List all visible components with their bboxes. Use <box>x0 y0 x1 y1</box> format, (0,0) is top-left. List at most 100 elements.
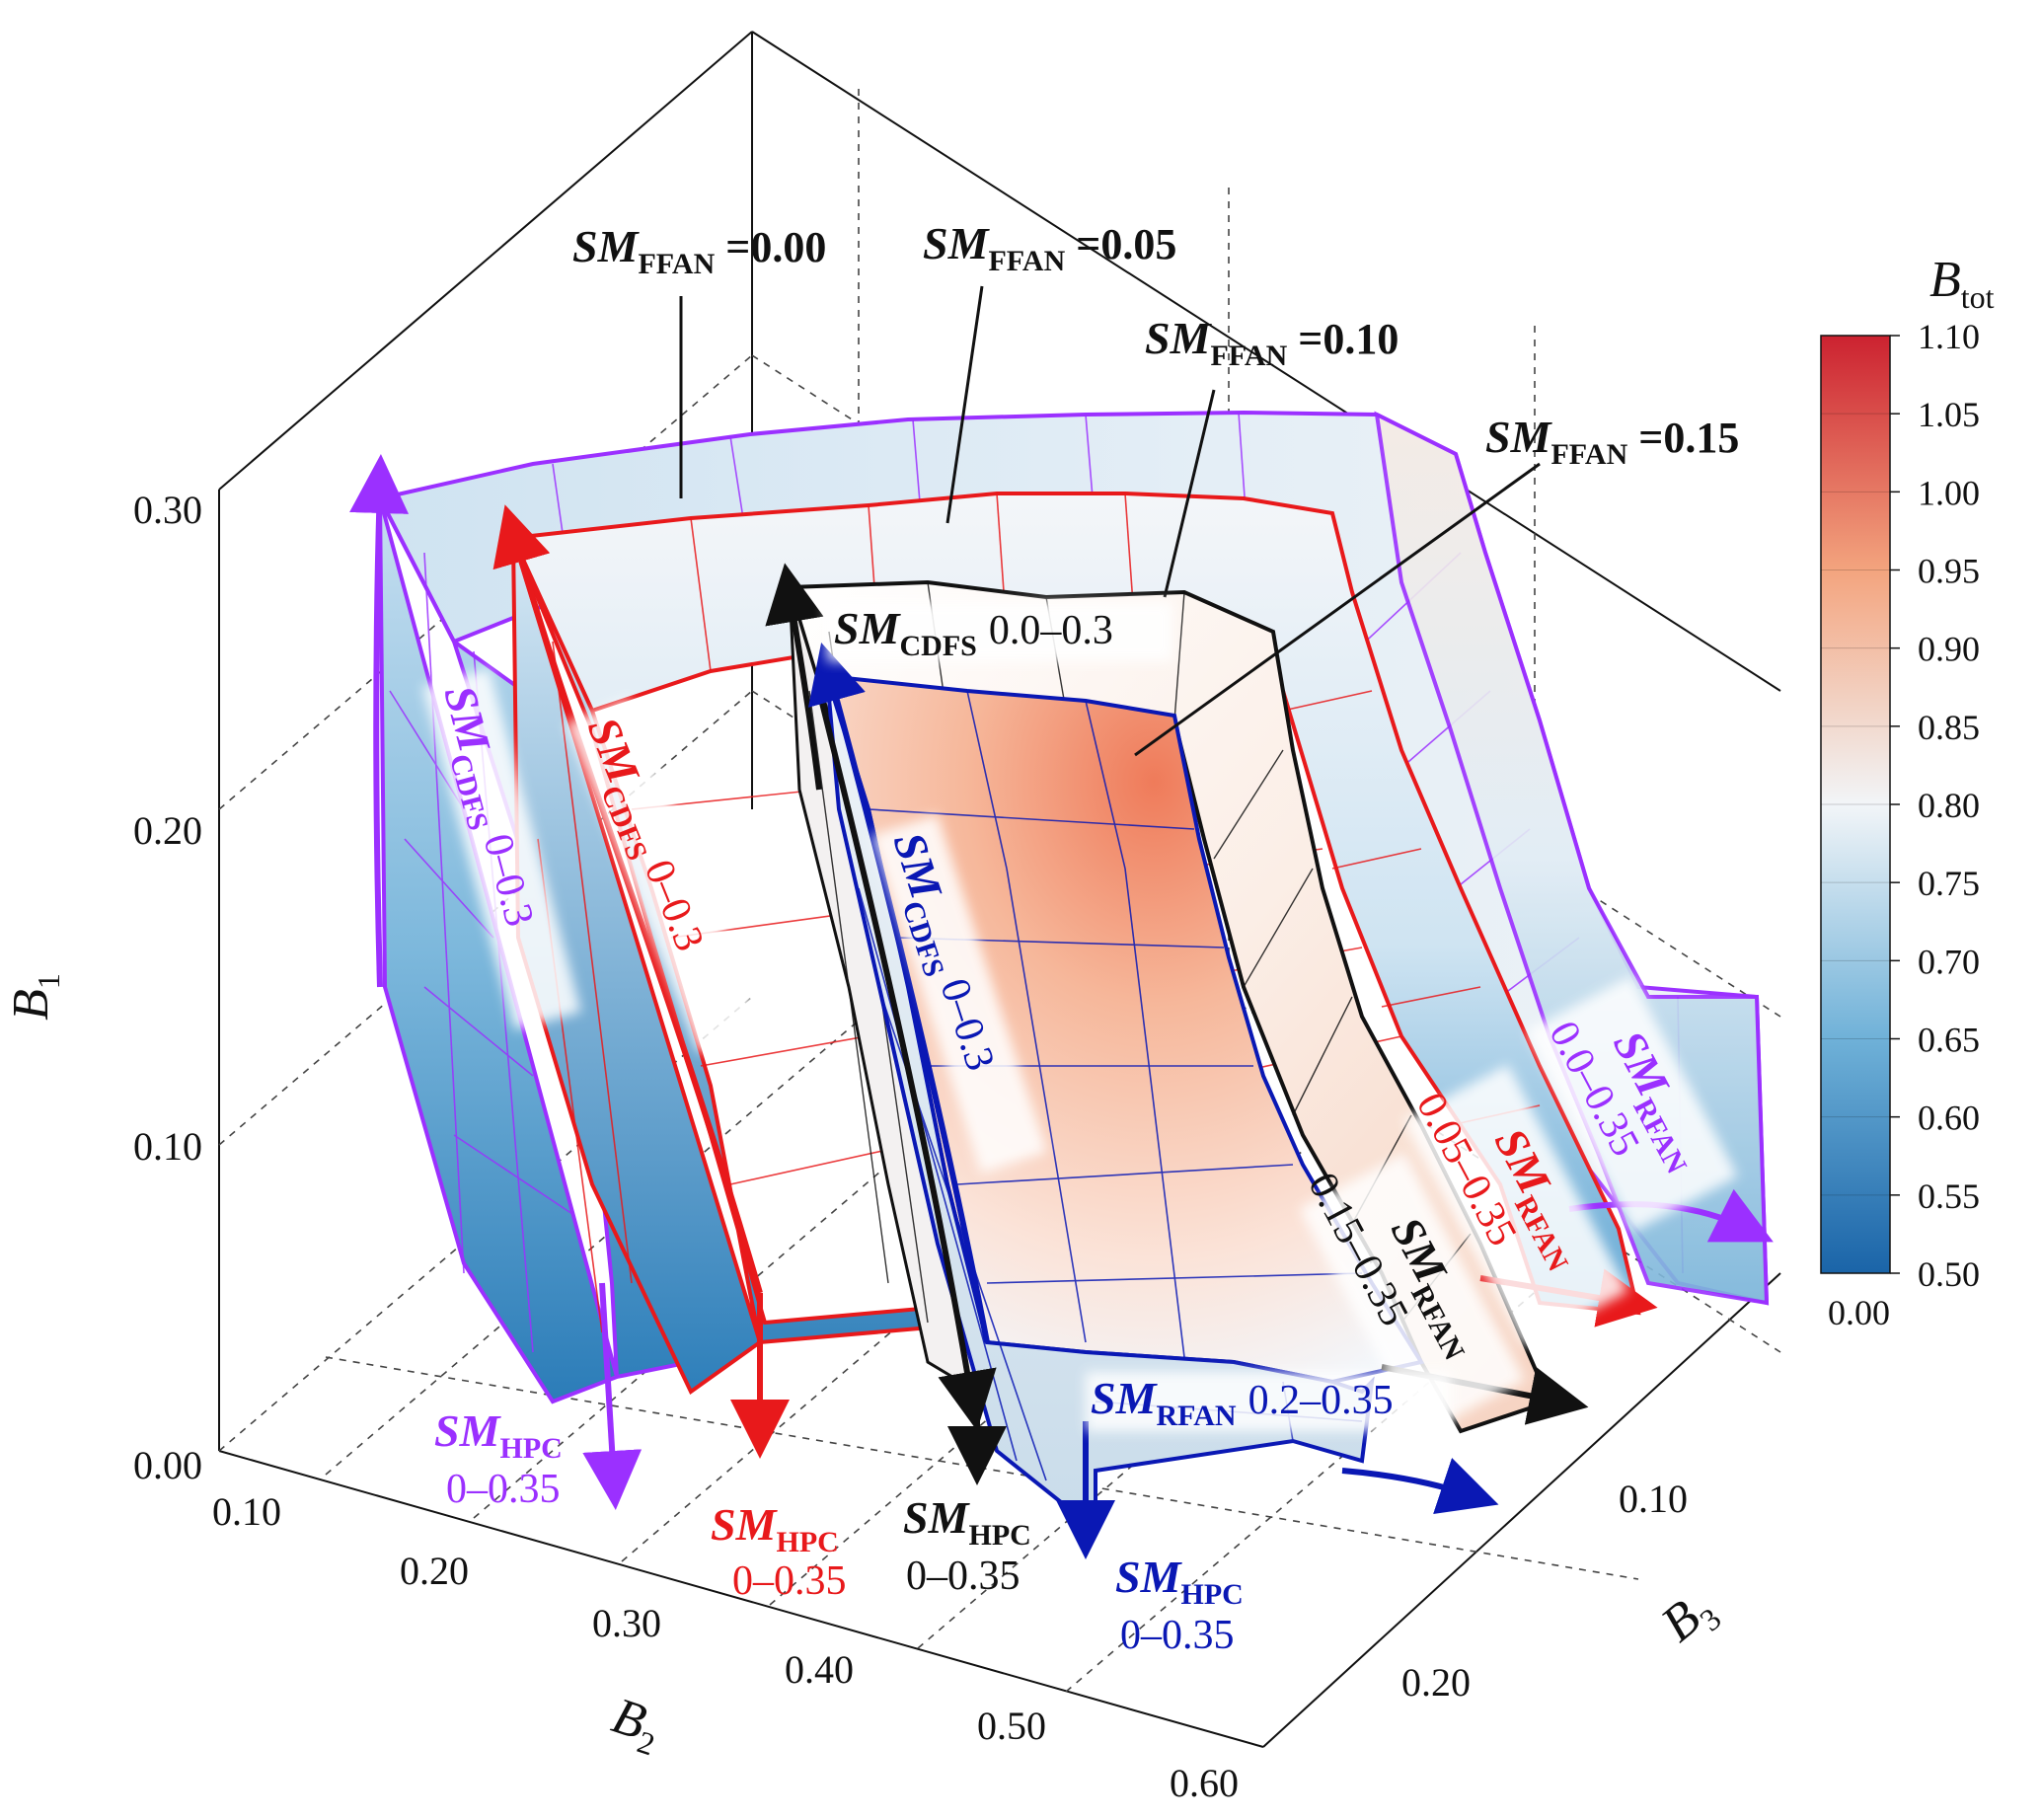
frame-edge <box>218 31 753 491</box>
label-val: 0.10 <box>1323 315 1398 363</box>
mesh-line <box>1243 868 1314 988</box>
label-rfan-purple: SMRFAN 0.0–0.35 <box>1526 975 1738 1233</box>
x-tick: 0.60 <box>1170 1761 1239 1805</box>
z-axis-letter: B <box>3 989 59 1021</box>
label-sm: SM <box>834 603 902 653</box>
mesh-line <box>1282 690 1373 712</box>
label-eq: = <box>1065 220 1100 268</box>
label-hpc-purple: SMHPC 0–0.35 <box>434 1405 563 1512</box>
arrow-cdfs-purple <box>349 454 410 988</box>
label-hpc-red-val: 0–0.35 <box>732 1558 847 1604</box>
colorbar-tick-label: 1.05 <box>1918 395 1980 434</box>
mesh-line <box>552 641 633 1284</box>
grid-line <box>325 1020 860 1476</box>
label-hpc-blue-val: 0–0.35 <box>1120 1613 1235 1658</box>
colorbar-tick-label: 0.75 <box>1918 864 1980 903</box>
label-eq: = <box>1287 315 1323 363</box>
label-val: 0.05 <box>1100 220 1176 268</box>
arrow-rfan-blue <box>1341 1458 1499 1514</box>
mesh-line <box>1331 848 1422 870</box>
colorbar-sub: tot <box>1961 279 1995 315</box>
label-ffan-015: SMFFAN =0.15 <box>1485 412 1739 471</box>
mesh-line <box>966 690 1008 870</box>
label-hpc-black-val: 0–0.35 <box>906 1554 1020 1599</box>
arrow-cdfs-black <box>765 563 824 791</box>
label-eq: = <box>1627 414 1663 462</box>
colorbar-title: Btot <box>1929 252 1995 315</box>
z-axis-title: B1 <box>3 973 66 1021</box>
mesh-line <box>1213 749 1284 860</box>
label-hpc-blue: SMHPC 0–0.35 <box>1115 1552 1244 1658</box>
mesh-line <box>404 838 494 939</box>
label-sm: SM <box>1145 313 1213 363</box>
x-tick: 0.40 <box>785 1647 854 1692</box>
surface-ffan-005-front <box>511 537 989 1396</box>
y-tick: 0.10 <box>1619 1477 1688 1521</box>
y-tick: 0.20 <box>1401 1660 1471 1705</box>
label-sm: SM <box>1091 1373 1159 1423</box>
mesh-line <box>1292 996 1353 1116</box>
label-eq: = <box>715 223 750 271</box>
colorbar-tick-label: 0.95 <box>1918 552 1980 591</box>
mesh-line <box>1381 986 1481 1008</box>
label-hpc-black: SMHPC 0–0.35 <box>903 1492 1031 1599</box>
label-rfan-blue-text: SMRFAN 0.2–0.35 <box>1091 1373 1394 1432</box>
label-val: 0.00 <box>750 223 826 271</box>
frame-edge <box>1262 1272 1781 1748</box>
frame-edge <box>751 31 1781 692</box>
colorbar-bands <box>1821 413 1890 1196</box>
label-sub: HPC <box>968 1519 1030 1552</box>
label-halo <box>565 697 763 1054</box>
x-axis-ticks: 0.10 0.20 0.30 0.40 0.50 0.60 <box>212 1489 1239 1805</box>
x-tick: 0.30 <box>592 1601 661 1645</box>
label-sub: HPC <box>499 1432 562 1465</box>
label-hpc-purple-name: SMHPC <box>434 1405 563 1465</box>
label-sub: FFAN <box>1210 340 1287 372</box>
label-sub: CDFS <box>899 630 976 662</box>
label-hpc-black-name: SMHPC <box>903 1492 1031 1552</box>
y-axis-title-text: B3 <box>1651 1579 1728 1658</box>
colorbar: Btot 1.10 1.05 1.00 0.95 0.90 0.85 0.80 0.75 0.7… <box>1820 252 1995 1332</box>
arrow-hpc-purple <box>582 1282 643 1510</box>
label-val: 0.15 <box>1663 414 1739 462</box>
mesh-line <box>453 1134 573 1215</box>
mesh-line <box>808 690 889 1284</box>
x-axis-title-text: B2 <box>603 1688 667 1763</box>
label-sub: HPC <box>1180 1578 1243 1611</box>
label-sub: FFAN <box>988 245 1065 277</box>
label-hpc-red: SMHPC 0–0.35 <box>711 1499 847 1604</box>
label-halo <box>422 668 581 1030</box>
label-hpc-blue-name: SMHPC <box>1115 1552 1244 1611</box>
z-axis-title-text: B1 <box>3 973 66 1021</box>
x-tick: 0.10 <box>212 1489 281 1534</box>
label-sm: SM <box>923 218 991 268</box>
z-axis-ticks: 0.30 0.20 0.10 0.00 <box>133 488 202 1487</box>
colorbar-tick-label: 0.60 <box>1918 1099 1980 1138</box>
label-cdfs-black-text: SMCDFS 0.0–0.3 <box>834 603 1113 662</box>
label-ffan-000: SMFFAN =0.00 <box>572 221 826 280</box>
leader-line <box>945 285 984 524</box>
x-tick: 0.50 <box>977 1704 1046 1748</box>
z-tick: 0.00 <box>133 1443 202 1487</box>
label-halo <box>870 814 1047 1175</box>
z-tick: 0.30 <box>133 488 202 532</box>
annotations: SMFFAN =0.00 SMFFAN =0.05 SMFFAN =0.10 S… <box>422 218 1739 1658</box>
z-tick: 0.10 <box>133 1124 202 1169</box>
y-axis-ticks: 0.10 0.20 <box>1401 1477 1688 1705</box>
label-hpc-purple-val: 0–0.35 <box>446 1467 561 1512</box>
box-frame <box>218 31 1781 1748</box>
label-halo <box>1086 1372 1451 1431</box>
label-sub: RFAN <box>1156 1400 1236 1432</box>
leader-lines <box>679 285 1541 757</box>
mesh-line <box>1085 700 1126 870</box>
colorbar-tick-label: 1.10 <box>1918 317 1980 356</box>
label-sm: SM <box>1485 412 1553 462</box>
mesh-line <box>1173 591 1185 721</box>
label-sm: SM <box>1115 1552 1183 1602</box>
colorbar-bottom-label: 0.00 <box>1828 1293 1890 1332</box>
colorbar-letter: B <box>1929 252 1961 308</box>
colorbar-tick-label: 0.80 <box>1918 786 1980 825</box>
label-halo <box>1402 1064 1628 1347</box>
label-sm: SM <box>572 221 641 271</box>
label-hpc-red-name: SMHPC <box>711 1499 839 1558</box>
